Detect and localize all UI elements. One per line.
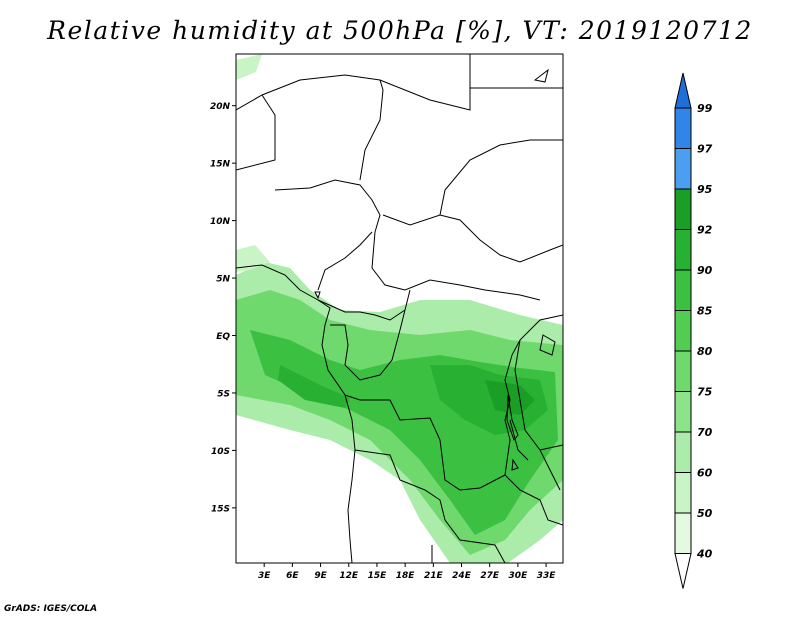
colorbar-label: 40 xyxy=(696,548,713,561)
border xyxy=(354,449,506,563)
border xyxy=(317,231,373,291)
lon-tick-label: 18E xyxy=(396,571,416,581)
colorbar-band xyxy=(674,229,692,271)
border xyxy=(236,54,471,111)
colorbar-band xyxy=(674,512,692,554)
lon-tick-label: 9E xyxy=(314,571,327,581)
colorbar-band xyxy=(674,269,692,311)
lon-tick-label: 12E xyxy=(339,571,359,581)
colorbar-label: 85 xyxy=(697,305,713,318)
lon-tick-label: 6E xyxy=(286,571,299,581)
lon-tick-label: 21E xyxy=(424,571,444,581)
border xyxy=(330,309,406,381)
lat-tick-label: 15S xyxy=(211,504,230,514)
colorbar-band xyxy=(674,350,692,392)
chart-title: Relative humidity at 500hPa [%], VT: 201… xyxy=(47,16,753,45)
border xyxy=(236,94,276,171)
humidity-area-90 xyxy=(278,365,350,408)
coastline xyxy=(236,264,356,563)
lon-tick-label: 27E xyxy=(480,571,500,581)
colorbar-label: 90 xyxy=(697,264,713,277)
lon-tick-label: 33E xyxy=(537,571,557,581)
colorbar-label: 70 xyxy=(697,426,713,439)
colorbar-band xyxy=(674,310,692,352)
lon-tick-label: 3E xyxy=(258,571,271,581)
lat-tick-label: 15N xyxy=(210,160,231,170)
border xyxy=(539,444,563,451)
lat-tick-label: EQ xyxy=(216,332,230,342)
colorbar-band xyxy=(674,107,692,149)
border xyxy=(359,79,384,181)
humidity-area-92 xyxy=(485,380,535,415)
colorbar: 99 97 95 92 90 85 80 75 70 60 50 40 xyxy=(674,72,713,589)
country-borders xyxy=(236,54,563,563)
lon-tick-label: 15E xyxy=(368,571,388,581)
border xyxy=(439,139,563,216)
colorbar-band xyxy=(674,431,692,473)
colorbar-label: 97 xyxy=(697,143,713,156)
humidity-area-50b xyxy=(236,54,262,80)
lake-shore xyxy=(539,334,556,356)
lake-shore xyxy=(511,458,519,471)
island xyxy=(314,291,321,300)
border xyxy=(382,214,563,263)
colorbar-bottom-arrow xyxy=(674,553,692,589)
colorbar-band xyxy=(674,472,692,514)
colorbar-label: 80 xyxy=(697,345,713,358)
lake-shore xyxy=(506,394,519,442)
colorbar-band xyxy=(674,148,692,190)
lat-tick-label: 20N xyxy=(210,102,231,112)
border xyxy=(514,339,561,491)
longitude-axis: 3E 6E 9E 12E 15E 18E 21E 24E 27E 30E 33E xyxy=(258,563,556,581)
border xyxy=(509,419,529,461)
border xyxy=(371,231,541,301)
colorbar-label: 92 xyxy=(697,224,713,237)
lat-tick-label: 5S xyxy=(217,389,230,399)
lat-tick-label: 10N xyxy=(210,217,231,227)
colorbar-label: 95 xyxy=(697,183,713,196)
latitude-axis: 20N 15N 10N 5N EQ 5S 10S 15S xyxy=(210,102,236,514)
plot-frame xyxy=(235,53,564,564)
humidity-area-90b xyxy=(430,365,548,435)
lon-tick-label: 24E xyxy=(452,571,472,581)
colorbar-top-arrow xyxy=(674,72,692,109)
island xyxy=(533,68,549,83)
border xyxy=(344,314,563,491)
colorbar-band xyxy=(674,188,692,230)
border xyxy=(504,474,563,526)
humidity-shading xyxy=(236,54,563,563)
colorbar-label: 50 xyxy=(697,507,713,520)
colorbar-label: 99 xyxy=(697,102,713,115)
colorbar-label: 75 xyxy=(697,386,713,399)
border xyxy=(274,179,381,233)
lat-tick-label: 10S xyxy=(211,447,230,457)
colorbar-band xyxy=(674,391,692,433)
colorbar-label: 60 xyxy=(697,467,713,480)
credit-text: GrADS: IGES/COLA xyxy=(4,604,98,614)
lon-tick-label: 30E xyxy=(509,571,529,581)
lat-tick-label: 5N xyxy=(216,275,230,285)
